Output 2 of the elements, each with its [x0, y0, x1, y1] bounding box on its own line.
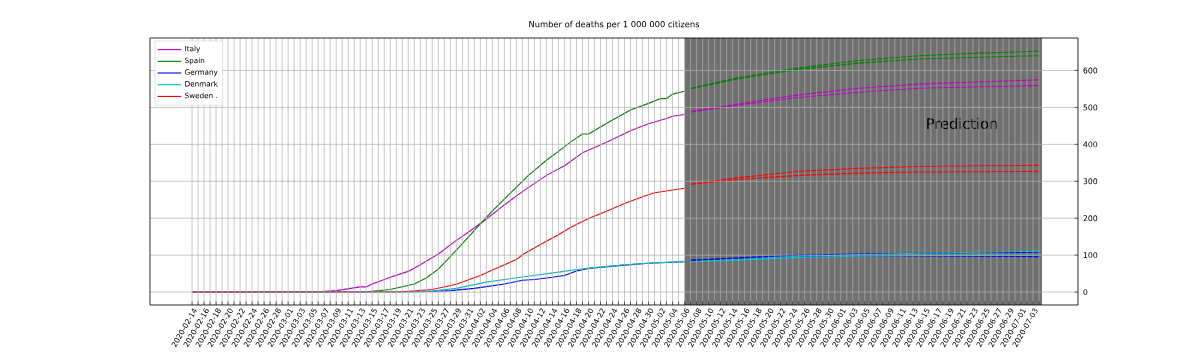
chart-title: Number of deaths per 1 000 000 citizens — [529, 20, 700, 29]
annotation: Prediction — [927, 117, 997, 130]
